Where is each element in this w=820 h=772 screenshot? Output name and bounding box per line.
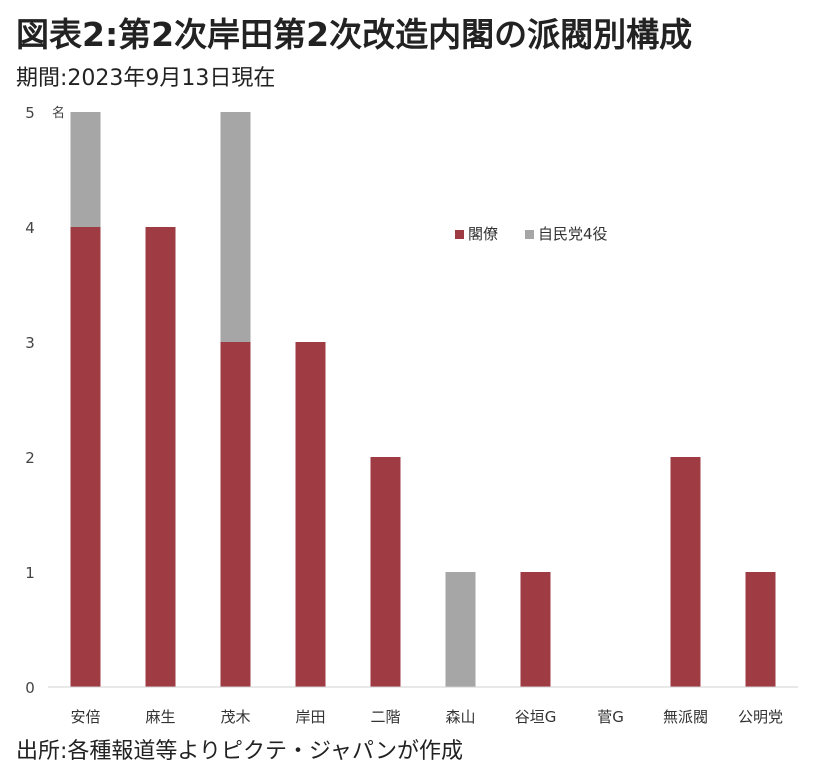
bar-kakuryo-1 xyxy=(145,227,176,687)
bar-kakuryo-2 xyxy=(220,342,251,687)
x-tick-label: 谷垣G xyxy=(515,708,557,726)
y-axis-unit: 名 xyxy=(52,105,65,121)
bar-kakuryo-0 xyxy=(70,227,101,687)
y-axis: 0 1 2 3 4 5 名 xyxy=(25,104,65,697)
chart-source: 出所:各種報道等よりピクテ・ジャパンが作成 xyxy=(16,739,463,764)
x-tick-label: 二階 xyxy=(370,708,400,726)
y-tick-label: 5 xyxy=(25,104,35,122)
bar-yakuin-5 xyxy=(445,572,476,687)
x-axis: 安倍 麻生 茂木 岸田 二階 森山 谷垣G 菅G 無派閥 公明党 xyxy=(48,686,798,726)
chart-subtitle: 期間:2023年9月13日現在 xyxy=(16,66,276,91)
x-tick-label: 森山 xyxy=(445,708,475,726)
bar-kakuryo-4 xyxy=(370,457,401,687)
legend-swatch-0 xyxy=(455,230,464,239)
bar-kakuryo-3 xyxy=(295,342,326,687)
y-tick-label: 4 xyxy=(25,219,35,237)
x-tick-label: 安倍 xyxy=(70,708,100,726)
y-tick-label: 3 xyxy=(25,334,35,352)
y-tick-label: 2 xyxy=(25,449,35,467)
x-tick-label: 公明党 xyxy=(738,708,783,726)
x-tick-label: 無派閥 xyxy=(663,708,708,726)
bar-kakuryo-6 xyxy=(520,572,551,687)
y-tick-label: 0 xyxy=(25,679,35,697)
bar-yakuin-2 xyxy=(220,112,251,342)
y-tick-label: 1 xyxy=(25,564,35,582)
bar-kakuryo-8 xyxy=(670,457,701,687)
x-tick-label: 茂木 xyxy=(220,708,250,726)
bar-yakuin-0 xyxy=(70,112,101,227)
chart-title: 図表2:第2次岸田第2次改造内閣の派閥別構成 xyxy=(16,15,693,54)
x-tick-label: 麻生 xyxy=(145,708,175,726)
x-tick-label: 菅G xyxy=(597,708,624,726)
bars xyxy=(70,112,776,687)
legend-label-0: 閣僚 xyxy=(468,225,498,243)
legend-swatch-1 xyxy=(525,230,534,239)
legend: 閣僚 自民党4役 xyxy=(455,225,608,243)
bar-kakuryo-9 xyxy=(745,572,776,687)
legend-label-1: 自民党4役 xyxy=(538,225,608,243)
x-tick-label: 岸田 xyxy=(295,708,325,726)
